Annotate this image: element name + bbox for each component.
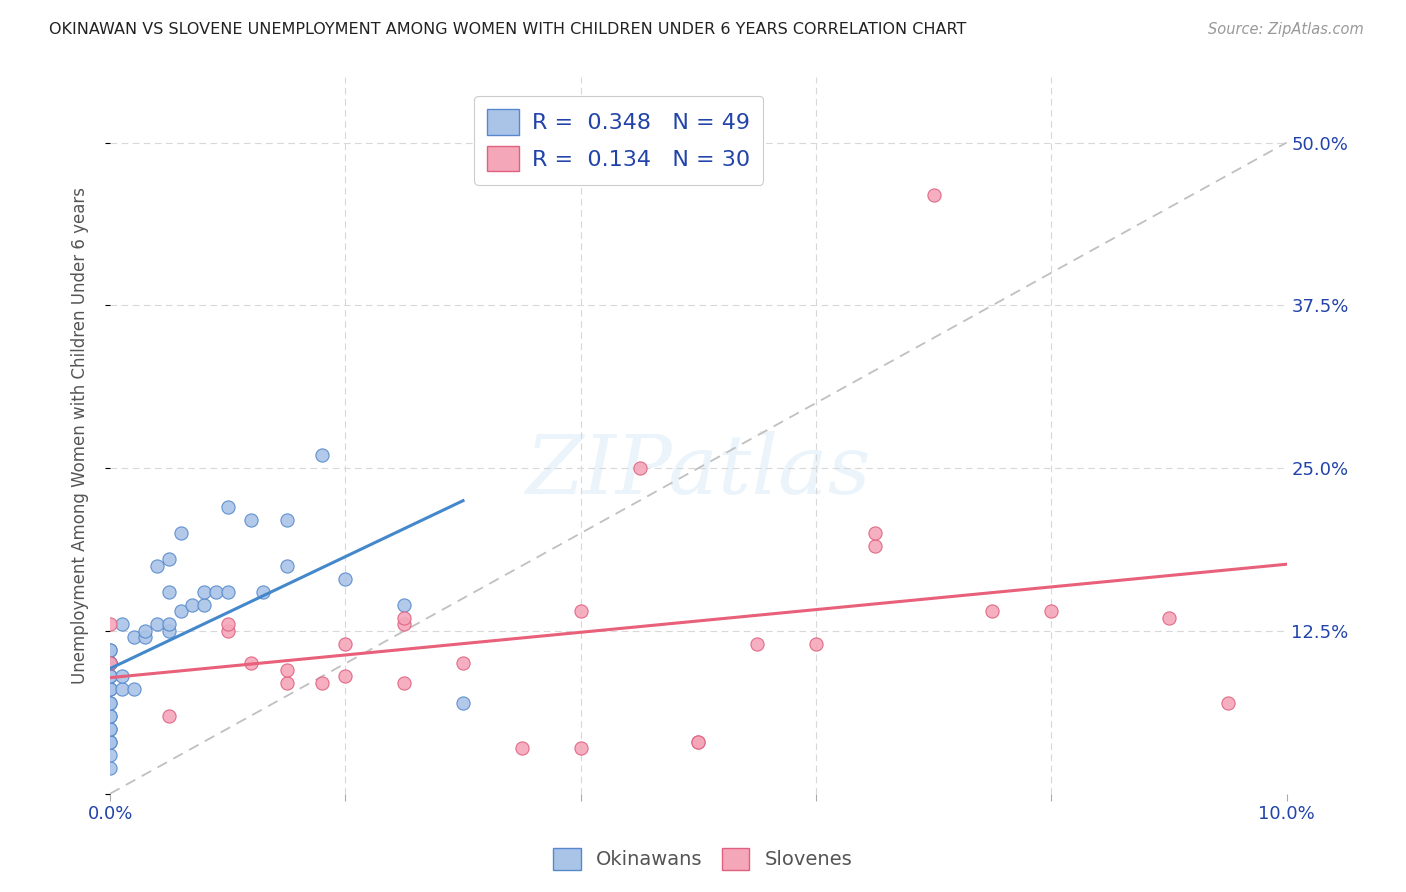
Point xyxy=(922,187,945,202)
Point xyxy=(98,682,121,697)
Point xyxy=(392,598,415,612)
Point xyxy=(134,631,156,645)
Point xyxy=(98,617,121,632)
Point xyxy=(157,708,180,723)
Point xyxy=(688,734,710,748)
Point xyxy=(193,584,215,599)
Point xyxy=(157,552,180,566)
Point xyxy=(1040,604,1063,618)
Point xyxy=(98,669,121,683)
Point xyxy=(98,657,121,671)
Point xyxy=(98,722,121,736)
Point xyxy=(392,617,415,632)
Point xyxy=(146,558,169,573)
Point xyxy=(804,637,827,651)
Point xyxy=(311,676,333,690)
Point xyxy=(157,584,180,599)
Point xyxy=(205,584,228,599)
Point xyxy=(98,696,121,710)
Point xyxy=(98,722,121,736)
Point xyxy=(98,708,121,723)
Point xyxy=(1216,696,1239,710)
Point xyxy=(169,526,191,541)
Point xyxy=(98,734,121,748)
Y-axis label: Unemployment Among Women with Children Under 6 years: Unemployment Among Women with Children U… xyxy=(72,187,89,684)
Point xyxy=(863,539,886,553)
Point xyxy=(98,696,121,710)
Point xyxy=(1157,611,1180,625)
Point xyxy=(98,657,121,671)
Point xyxy=(569,741,592,756)
Point xyxy=(98,657,121,671)
Point xyxy=(628,461,651,475)
Legend: Okinawans, Slovenes: Okinawans, Slovenes xyxy=(546,839,860,878)
Point xyxy=(451,696,474,710)
Point xyxy=(146,617,169,632)
Point xyxy=(98,643,121,657)
Point xyxy=(276,558,298,573)
Point xyxy=(181,598,204,612)
Text: Source: ZipAtlas.com: Source: ZipAtlas.com xyxy=(1208,22,1364,37)
Point xyxy=(98,643,121,657)
Point xyxy=(111,617,134,632)
Point xyxy=(169,604,191,618)
Point xyxy=(217,624,239,638)
Point xyxy=(98,734,121,748)
Point xyxy=(451,657,474,671)
Point xyxy=(252,584,274,599)
Point xyxy=(98,747,121,762)
Point xyxy=(98,657,121,671)
Point xyxy=(98,669,121,683)
Point xyxy=(111,682,134,697)
Point xyxy=(981,604,1004,618)
Point xyxy=(276,663,298,677)
Point xyxy=(193,598,215,612)
Legend: R =  0.348   N = 49, R =  0.134   N = 30: R = 0.348 N = 49, R = 0.134 N = 30 xyxy=(474,95,763,185)
Point xyxy=(157,617,180,632)
Point xyxy=(688,734,710,748)
Point xyxy=(122,631,145,645)
Point xyxy=(335,572,357,586)
Point xyxy=(217,617,239,632)
Point xyxy=(240,657,263,671)
Text: OKINAWAN VS SLOVENE UNEMPLOYMENT AMONG WOMEN WITH CHILDREN UNDER 6 YEARS CORRELA: OKINAWAN VS SLOVENE UNEMPLOYMENT AMONG W… xyxy=(49,22,966,37)
Point xyxy=(311,448,333,462)
Point xyxy=(217,584,239,599)
Point xyxy=(111,669,134,683)
Point xyxy=(863,526,886,541)
Point xyxy=(98,708,121,723)
Point xyxy=(98,761,121,775)
Point xyxy=(122,682,145,697)
Point xyxy=(569,604,592,618)
Text: ZIPatlas: ZIPatlas xyxy=(526,432,872,511)
Point xyxy=(276,676,298,690)
Point xyxy=(217,500,239,515)
Point xyxy=(392,676,415,690)
Point xyxy=(98,657,121,671)
Point xyxy=(392,611,415,625)
Point xyxy=(747,637,769,651)
Point xyxy=(157,624,180,638)
Point xyxy=(134,624,156,638)
Point xyxy=(335,669,357,683)
Point xyxy=(276,513,298,527)
Point xyxy=(98,682,121,697)
Point xyxy=(240,513,263,527)
Point xyxy=(510,741,533,756)
Point xyxy=(335,637,357,651)
